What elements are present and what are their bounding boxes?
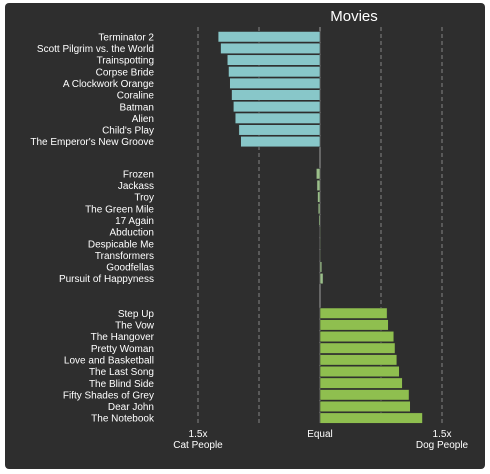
bar-dog-2	[319, 331, 395, 343]
bar-cat-1	[220, 42, 321, 54]
bar-label: Alien	[132, 114, 154, 125]
bar-label: Love and Basketball	[64, 355, 154, 366]
bar-dog-8	[319, 400, 411, 412]
bar-cat-9	[240, 136, 321, 148]
x-tick-sublabel-0: Cat People	[173, 440, 223, 451]
bar-label: Coraline	[117, 91, 155, 102]
bar-label: Goodfellas	[106, 263, 154, 274]
chart-title: Movies	[330, 8, 378, 25]
bar-label: Step Up	[118, 309, 155, 320]
bar-cat-5	[231, 89, 321, 101]
bar-label: Abduction	[110, 228, 154, 239]
bar-neutral-2	[317, 191, 321, 203]
bar-label: Despicable Me	[88, 239, 155, 250]
bar-dog-0	[319, 307, 388, 319]
bar-dog-1	[319, 319, 389, 331]
bar-label: The Hangover	[91, 332, 155, 343]
bar-neutral-7	[319, 249, 321, 261]
bar-cat-8	[238, 124, 321, 136]
bar-label: The Emperor's New Groove	[30, 137, 154, 148]
bar-cat-2	[227, 54, 321, 66]
bar-label: 17 Again	[115, 216, 154, 227]
bar-label: Batman	[120, 102, 154, 113]
bar-cat-4	[229, 77, 321, 89]
bar-label: The Green Mile	[85, 204, 154, 215]
x-tick-label-0: 1.5x	[189, 429, 208, 440]
bar-label: Dear John	[108, 402, 154, 413]
x-tick-label-1: Equal	[307, 429, 333, 440]
bar-label: Pursuit of Happyness	[59, 274, 154, 285]
bar-dog-6	[319, 377, 403, 389]
bar-cat-3	[228, 66, 321, 78]
bar-neutral-6	[319, 238, 321, 250]
bar-cat-6	[233, 101, 321, 113]
bar-dog-3	[319, 342, 396, 354]
bar-neutral-9	[319, 273, 324, 285]
x-tick-sublabel-2: Dog People	[416, 440, 469, 451]
bar-label: Corpse Bride	[96, 67, 155, 78]
bar-label: Pretty Woman	[91, 344, 154, 355]
bar-cat-0	[217, 31, 321, 43]
bar-neutral-5	[319, 226, 321, 238]
bar-label: The Notebook	[91, 414, 155, 425]
bar-dog-9	[319, 412, 423, 424]
bar-neutral-1	[316, 179, 321, 191]
bar-label: Jackass	[118, 181, 154, 192]
bar-label: Troy	[134, 193, 154, 204]
bar-neutral-8	[319, 261, 323, 273]
bar-cat-7	[234, 112, 321, 124]
bar-label: Child's Play	[102, 126, 154, 137]
chart-panel: Movies Terminator 2 Scott Pilgrim vs. the…	[5, 3, 485, 469]
bar-label: The Last Song	[89, 367, 154, 378]
bars	[217, 31, 423, 424]
bar-label: Fifty Shades of Grey	[63, 390, 154, 401]
bar-label: Terminator 2	[98, 32, 154, 43]
bar-label: Trainspotting	[97, 56, 154, 67]
bar-dog-5	[319, 366, 400, 377]
bar-neutral-3	[317, 203, 321, 215]
bar-dog-7	[319, 389, 410, 401]
bar-label: The Blind Side	[89, 379, 154, 390]
x-tick-label-2: 1.5x	[433, 429, 452, 440]
bar-label: The Vow	[115, 321, 155, 332]
bar-dog-4	[319, 354, 398, 366]
bar-label: Frozen	[123, 169, 154, 180]
bar-label: Scott Pilgrim vs. the World	[37, 44, 154, 55]
bar-neutral-0	[316, 168, 321, 180]
bar-label: Transformers	[95, 251, 154, 262]
bar-neutral-4	[318, 214, 321, 226]
bar-label: A Clockwork Orange	[63, 79, 155, 90]
